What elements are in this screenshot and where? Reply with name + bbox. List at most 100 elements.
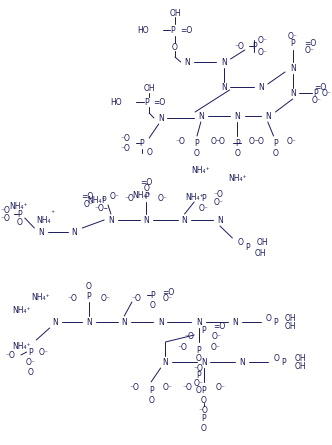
Text: OH: OH xyxy=(285,321,297,331)
Text: P: P xyxy=(245,243,249,251)
Text: O⁻: O⁻ xyxy=(210,343,220,352)
Text: ⁻O: ⁻O xyxy=(213,190,223,198)
Text: O: O xyxy=(196,353,202,363)
Text: OH: OH xyxy=(285,313,297,323)
Text: ⁻O: ⁻O xyxy=(1,206,10,214)
Text: N: N xyxy=(221,57,227,66)
Text: O⁻: O⁻ xyxy=(304,45,314,54)
Text: P: P xyxy=(18,210,22,218)
Text: ⁺: ⁺ xyxy=(50,209,55,218)
Text: O⁻: O⁻ xyxy=(84,199,94,209)
Text: O: O xyxy=(146,147,152,157)
Text: N: N xyxy=(221,82,227,92)
Text: O⁻: O⁻ xyxy=(257,36,267,44)
Text: O⁻: O⁻ xyxy=(163,294,172,303)
Text: O: O xyxy=(273,149,279,158)
Text: N: N xyxy=(86,317,92,327)
Text: P: P xyxy=(195,138,199,147)
Text: O⁻: O⁻ xyxy=(26,357,36,367)
Text: ⁻O: ⁻O xyxy=(216,137,226,146)
Text: OH: OH xyxy=(169,8,181,17)
Text: P: P xyxy=(28,348,33,356)
Text: N: N xyxy=(185,57,190,66)
Text: ⁻O: ⁻O xyxy=(194,364,204,372)
Text: O⁻: O⁻ xyxy=(211,332,221,340)
Text: P: P xyxy=(274,317,278,327)
Text: HO: HO xyxy=(137,25,149,35)
Text: O: O xyxy=(148,396,154,405)
Text: ⁻O: ⁻O xyxy=(176,137,186,146)
Text: O: O xyxy=(274,353,280,363)
Text: NH₄: NH₄ xyxy=(36,215,50,224)
Text: N: N xyxy=(122,317,127,327)
Text: O: O xyxy=(194,149,200,158)
Text: NH₄⁺: NH₄⁺ xyxy=(13,341,31,351)
Text: P: P xyxy=(202,385,206,395)
Text: P: P xyxy=(290,39,295,48)
Text: N: N xyxy=(196,317,202,327)
Text: O: O xyxy=(86,282,92,291)
Text: N: N xyxy=(198,112,204,121)
Text: ⁻O: ⁻O xyxy=(5,351,15,360)
Text: ⁻O: ⁻O xyxy=(254,137,264,146)
Text: O⁻: O⁻ xyxy=(312,96,322,105)
Text: ⁻O–: ⁻O– xyxy=(94,203,108,213)
Text: O: O xyxy=(201,396,207,405)
Text: ⁻O: ⁻O xyxy=(178,343,188,352)
Text: ⁻O: ⁻O xyxy=(67,294,77,303)
Text: O⁻: O⁻ xyxy=(39,348,49,356)
Text: OH: OH xyxy=(294,361,306,371)
Text: N: N xyxy=(290,89,295,97)
Text: N: N xyxy=(182,215,188,224)
Text: =O: =O xyxy=(213,321,225,331)
Text: ⁻O: ⁻O xyxy=(182,383,192,392)
Text: ⁻O: ⁻O xyxy=(234,41,244,50)
Text: N: N xyxy=(72,227,77,236)
Text: NH₄⁺: NH₄⁺ xyxy=(192,166,210,174)
Text: O⁻: O⁻ xyxy=(287,137,297,146)
Text: N: N xyxy=(163,357,168,367)
Text: O: O xyxy=(196,385,202,395)
Text: N: N xyxy=(239,357,245,367)
Text: NH₄⁺: NH₄⁺ xyxy=(13,306,31,315)
Text: O: O xyxy=(143,183,149,193)
Text: N: N xyxy=(158,113,164,122)
Text: P: P xyxy=(144,97,149,106)
Text: O: O xyxy=(201,424,207,433)
Text: O⁻: O⁻ xyxy=(110,191,120,201)
Text: O⁻: O⁻ xyxy=(210,137,220,146)
Text: N: N xyxy=(201,357,207,367)
Text: OH: OH xyxy=(294,353,306,363)
Text: P: P xyxy=(202,194,206,202)
Text: P: P xyxy=(281,357,286,367)
Text: N: N xyxy=(234,112,240,121)
Text: O⁻: O⁻ xyxy=(100,294,110,303)
Text: O⁻: O⁻ xyxy=(213,198,223,206)
Text: P: P xyxy=(202,413,206,422)
Text: P: P xyxy=(151,291,155,299)
Text: =O: =O xyxy=(81,191,94,201)
Text: ⁻O: ⁻O xyxy=(120,143,130,153)
Text: O⁻: O⁻ xyxy=(194,379,204,388)
Text: =O: =O xyxy=(163,287,175,296)
Text: P: P xyxy=(87,291,91,300)
Text: NH₄⁺: NH₄⁺ xyxy=(32,292,50,302)
Text: O: O xyxy=(237,238,243,247)
Text: NH₄⁺: NH₄⁺ xyxy=(228,174,246,182)
Text: N: N xyxy=(38,227,44,236)
Text: P: P xyxy=(202,325,206,335)
Text: NH₄⁺: NH₄⁺ xyxy=(132,190,151,199)
Text: ⁻O: ⁻O xyxy=(131,294,141,303)
Text: P: P xyxy=(149,385,153,395)
Text: O⁻: O⁻ xyxy=(321,89,331,97)
Text: N: N xyxy=(217,215,223,224)
Text: P: P xyxy=(170,25,174,35)
Text: ⁻O: ⁻O xyxy=(184,332,194,340)
Text: NH₄⁺: NH₄⁺ xyxy=(87,195,106,205)
Text: N: N xyxy=(108,215,114,224)
Text: P: P xyxy=(144,191,149,201)
Text: P: P xyxy=(273,138,278,147)
Text: =O: =O xyxy=(140,178,152,186)
Text: O⁻: O⁻ xyxy=(215,383,225,392)
Text: P: P xyxy=(252,41,257,50)
